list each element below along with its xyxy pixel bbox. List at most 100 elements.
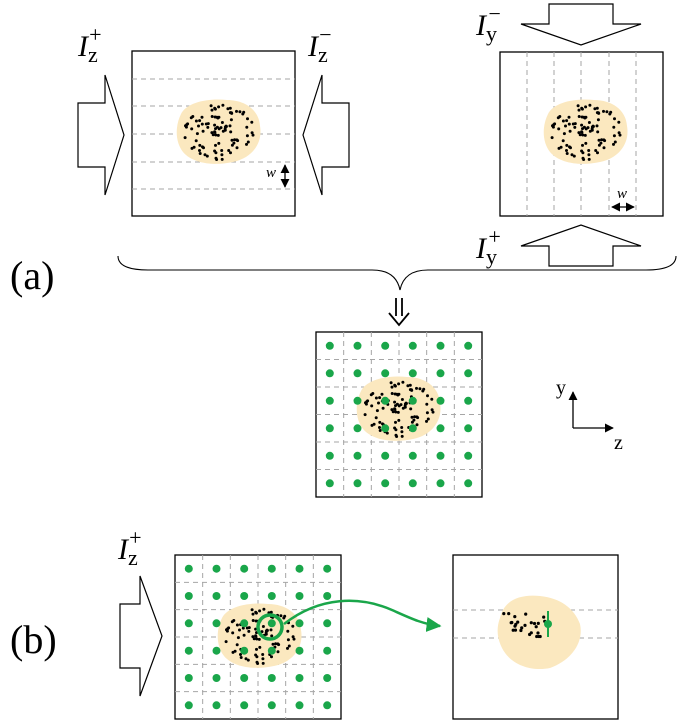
axis-label-z: z — [614, 432, 623, 454]
green-point — [323, 564, 332, 573]
particle-dot — [393, 383, 397, 387]
particle-dot — [395, 435, 399, 438]
particle-dot — [274, 642, 278, 646]
particle-dot — [223, 128, 227, 132]
green-point — [436, 479, 445, 488]
particle-dot — [254, 634, 258, 638]
grid-lines — [316, 332, 482, 497]
particle-dot — [397, 382, 401, 386]
particle-dot — [565, 149, 568, 152]
combine-brace — [117, 255, 677, 291]
particle-dot — [194, 139, 198, 143]
green-point — [436, 369, 445, 378]
particle-dot — [529, 621, 533, 625]
green-point — [295, 674, 304, 682]
particle-dot — [251, 635, 255, 639]
particle-dot — [568, 129, 572, 133]
particle-dot — [415, 423, 419, 427]
particle-dot — [213, 106, 217, 110]
particle-dot — [591, 124, 595, 128]
particle-dot — [255, 637, 259, 641]
particle-dot — [551, 124, 554, 128]
green-point — [408, 369, 417, 378]
particle-dot — [229, 151, 232, 155]
particle-dot — [577, 115, 581, 118]
particle-dot — [228, 124, 232, 128]
particle-dot — [214, 133, 218, 137]
zoom-arrow — [283, 599, 442, 632]
particle-dot — [220, 121, 224, 124]
particle-dot — [576, 104, 580, 108]
particle-dot — [536, 621, 540, 626]
particle-dot — [557, 146, 561, 150]
particle-dot — [217, 127, 221, 131]
particle-dot — [245, 142, 248, 146]
particle-dot — [205, 154, 209, 158]
green-point — [436, 424, 445, 433]
particle-dot — [214, 143, 217, 147]
particle-dot — [612, 142, 615, 146]
box-y-illumination — [499, 51, 664, 217]
particle-dot — [209, 104, 213, 108]
green-point — [295, 592, 304, 600]
particle-dot — [550, 136, 554, 140]
green-point — [295, 564, 304, 573]
particle-dot — [238, 628, 241, 632]
particle-dot — [536, 631, 540, 635]
particle-dot — [516, 620, 520, 624]
beam-iz-minus-label: Iz− — [308, 22, 333, 67]
particle-dot — [595, 106, 599, 110]
particle-dot — [270, 655, 273, 659]
particle-dot — [389, 381, 393, 385]
particle-dot — [261, 661, 265, 665]
particle-dot — [250, 608, 254, 612]
particle-dot — [220, 149, 224, 152]
particle-dot — [227, 149, 231, 152]
particle-dot — [276, 650, 280, 654]
blob-shape — [543, 99, 628, 164]
particle-dot — [235, 109, 238, 113]
particle-dot — [410, 415, 414, 419]
particle-dot — [410, 388, 414, 392]
particle-dot — [201, 145, 204, 149]
particle-dot — [363, 413, 367, 417]
particle-dot — [562, 132, 566, 136]
particle-dot — [231, 631, 235, 635]
particle-dot — [239, 653, 242, 656]
particle-dot — [565, 152, 569, 155]
particle-dot — [564, 124, 567, 128]
particle-dot — [204, 122, 208, 126]
particle-dot — [602, 109, 605, 113]
particle-dot — [269, 628, 273, 632]
selected-point-ring — [256, 613, 284, 641]
green-point — [325, 369, 334, 378]
green-sample-points — [325, 341, 473, 488]
green-point — [212, 674, 221, 682]
beam-iz-plus-label: Iz+ — [78, 22, 103, 67]
particle-dot — [245, 626, 249, 630]
particle-dot — [425, 419, 428, 423]
green-point — [267, 564, 276, 573]
particle-dot — [235, 146, 239, 150]
particle-dot — [602, 138, 606, 142]
particle-dot — [198, 152, 202, 155]
particle-dot — [375, 409, 379, 413]
particle-dot — [581, 151, 585, 155]
green-point — [464, 451, 473, 460]
particle-dot — [612, 125, 616, 129]
green-point — [325, 451, 334, 460]
particle-dot — [558, 115, 562, 118]
particle-dot — [425, 411, 429, 415]
panel-label-a: (a) — [10, 253, 55, 298]
particle-dot — [572, 154, 576, 158]
particle-dot — [200, 115, 204, 119]
green-point — [212, 701, 221, 710]
particle-dot — [394, 410, 398, 414]
green-point — [381, 396, 390, 405]
particle-dot — [394, 420, 397, 424]
green-point — [408, 479, 417, 488]
particle-dot — [617, 120, 621, 124]
coordinate-axes — [568, 391, 614, 433]
particle-dot — [590, 128, 594, 132]
particle-dot — [256, 662, 260, 665]
